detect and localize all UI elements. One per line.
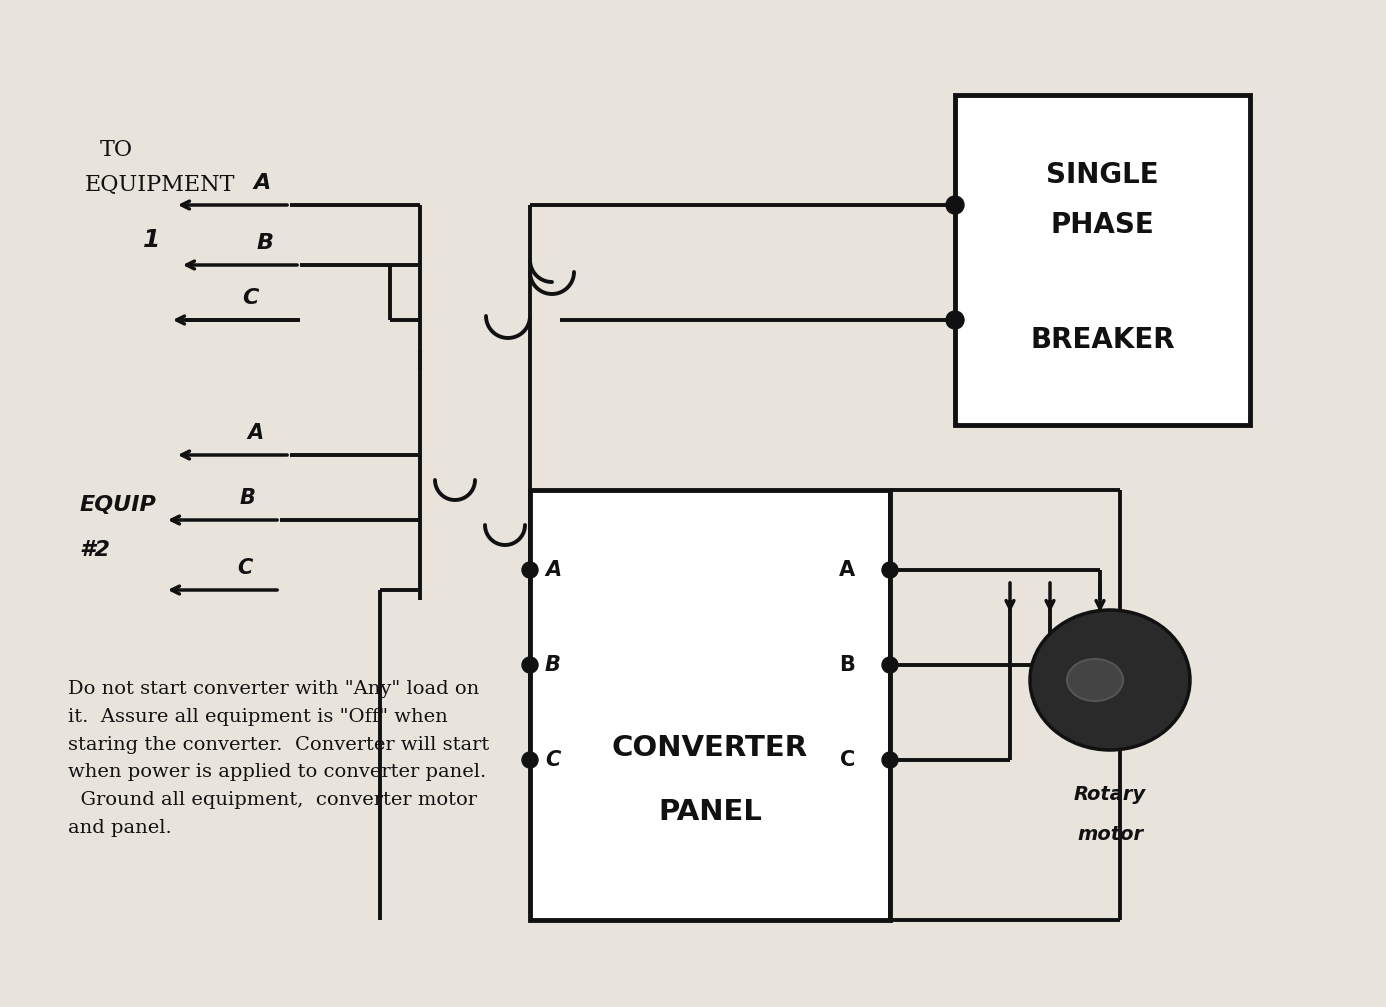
Circle shape: [523, 657, 538, 673]
Text: A: A: [254, 173, 270, 193]
Circle shape: [881, 657, 898, 673]
Text: C: C: [840, 750, 855, 770]
Text: PHASE: PHASE: [1051, 211, 1155, 239]
Text: Do not start converter with "Any" load on
it.  Assure all equipment is "Off" whe: Do not start converter with "Any" load o…: [68, 680, 489, 837]
Text: B: B: [240, 488, 256, 508]
Text: A: A: [247, 423, 263, 443]
Text: motor: motor: [1077, 825, 1143, 844]
Text: C: C: [241, 288, 258, 308]
Text: TO: TO: [100, 139, 133, 161]
Ellipse shape: [1030, 610, 1191, 750]
Circle shape: [947, 196, 965, 214]
Text: EQUIP: EQUIP: [80, 495, 157, 515]
Text: BREAKER: BREAKER: [1030, 326, 1175, 354]
Text: CONVERTER: CONVERTER: [613, 734, 808, 762]
Text: PANEL: PANEL: [658, 799, 762, 827]
Text: 1: 1: [143, 228, 161, 252]
Ellipse shape: [1067, 659, 1123, 701]
Circle shape: [947, 311, 965, 329]
Text: EQUIPMENT: EQUIPMENT: [85, 174, 236, 196]
Text: Rotary: Rotary: [1074, 785, 1146, 804]
Text: #2: #2: [80, 540, 111, 560]
Text: SINGLE: SINGLE: [1046, 161, 1159, 189]
Text: B: B: [839, 655, 855, 675]
Circle shape: [881, 562, 898, 578]
Bar: [529, 490, 890, 920]
Text: B: B: [256, 233, 273, 253]
Text: A: A: [545, 560, 561, 580]
Circle shape: [523, 562, 538, 578]
Text: B: B: [545, 655, 561, 675]
Text: C: C: [545, 750, 560, 770]
Circle shape: [523, 752, 538, 768]
Text: C: C: [237, 558, 252, 578]
Circle shape: [881, 752, 898, 768]
Bar: [955, 95, 1250, 425]
Text: A: A: [839, 560, 855, 580]
